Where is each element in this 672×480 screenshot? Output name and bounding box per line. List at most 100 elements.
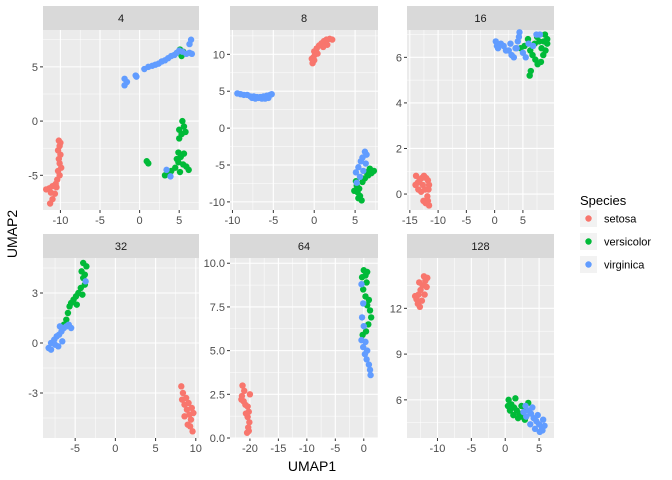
y-tick-label: 5.0 (210, 346, 225, 358)
data-point-versicolor (363, 268, 371, 276)
x-tick-label: -10 (430, 215, 446, 227)
data-point-virginica (352, 169, 360, 176)
data-point-setosa (239, 382, 246, 389)
legend-label-setosa: setosa (604, 214, 637, 226)
data-point-versicolor (173, 155, 181, 163)
data-point-virginica (167, 173, 174, 180)
data-point-versicolor (180, 123, 188, 130)
y-tick-label: 0 (219, 123, 225, 135)
data-point-versicolor (514, 414, 522, 422)
x-tick-label: -10 (52, 215, 68, 227)
x-tick-label: -5 (330, 443, 340, 455)
legend-marker-setosa (585, 215, 592, 222)
y-tick-label: -10 (209, 197, 225, 209)
facet-strip (230, 6, 378, 30)
data-point-versicolor (363, 279, 370, 286)
data-point-setosa (246, 391, 254, 398)
data-point-virginica (188, 50, 196, 58)
x-tick-label: 5 (153, 443, 159, 455)
x-tick-label: 0 (361, 443, 367, 455)
data-point-virginica (507, 40, 514, 47)
y-tick-label: 0 (32, 116, 38, 128)
data-point-virginica (360, 322, 367, 330)
x-tick-label: -5 (268, 215, 278, 227)
data-point-virginica (67, 324, 75, 332)
data-point-virginica (358, 314, 366, 321)
x-axis-title: UMAP1 (288, 458, 336, 474)
data-point-virginica (512, 45, 519, 52)
facet-panel-4: 4 -10 -5 0 5 -5 0 5 (28, 6, 200, 227)
data-point-setosa (246, 419, 253, 426)
data-point-setosa (421, 291, 428, 298)
facet-strip-label: 32 (115, 241, 127, 253)
data-point-versicolor (365, 296, 373, 304)
data-point-versicolor (73, 301, 80, 308)
data-point-versicolor (512, 395, 519, 402)
data-point-virginica (47, 346, 55, 353)
y-tick-label: 9 (396, 349, 402, 361)
x-tick-label: -10 (299, 443, 315, 455)
data-point-virginica (367, 371, 374, 379)
data-point-virginica (520, 408, 527, 416)
data-point-setosa (308, 55, 315, 62)
data-point-virginica (360, 167, 367, 175)
y-tick-label: 6 (396, 395, 402, 407)
data-point-versicolor (360, 286, 367, 293)
data-point-versicolor (179, 161, 187, 168)
y-tick-label: 2.5 (210, 389, 225, 401)
y-tick-label: 10.0 (204, 258, 225, 270)
y-tick-label: -3 (28, 388, 38, 400)
data-point-setosa (320, 43, 327, 51)
y-tick-label: 6 (396, 52, 402, 64)
y-tick-label: 0 (32, 338, 38, 350)
data-point-versicolor (64, 309, 72, 317)
data-point-virginica (353, 179, 360, 186)
data-point-setosa (181, 413, 188, 420)
data-point-virginica (536, 31, 544, 38)
data-point-versicolor (536, 38, 543, 45)
y-tick-label: -5 (215, 160, 225, 172)
x-tick-label: -10 (224, 215, 240, 227)
data-point-setosa (329, 36, 336, 43)
data-point-setosa (190, 409, 197, 417)
data-point-setosa (185, 399, 192, 407)
x-tick-label: -5 (466, 443, 476, 455)
data-point-setosa (245, 427, 252, 435)
data-point-versicolor (532, 56, 539, 63)
y-axis-title: UMAP2 (4, 210, 20, 258)
data-point-virginica (363, 356, 370, 363)
data-point-virginica (365, 361, 373, 368)
y-tick-label: 7.5 (210, 302, 225, 314)
data-point-versicolor (185, 166, 192, 174)
data-point-versicolor (161, 172, 169, 179)
data-point-virginica (51, 341, 59, 348)
data-point-versicolor (529, 51, 536, 59)
data-point-virginica (529, 42, 537, 50)
data-point-setosa (424, 274, 431, 282)
facet-strip (230, 234, 378, 258)
data-point-virginica (357, 158, 365, 165)
data-point-versicolor (351, 187, 358, 195)
data-point-versicolor (180, 150, 188, 157)
facet-strip-label: 4 (118, 13, 124, 25)
data-point-versicolor (63, 316, 70, 323)
data-point-virginica (356, 173, 364, 181)
data-point-virginica (248, 94, 256, 102)
data-point-setosa (188, 404, 195, 412)
data-point-virginica (527, 421, 534, 428)
data-point-setosa (418, 297, 426, 304)
data-point-virginica (358, 281, 365, 288)
facet-panel-16: 16 -15 -10 -5 0 5 0 2 4 6 (396, 6, 554, 227)
data-point-versicolor (510, 411, 517, 419)
y-tick-label: 5 (219, 86, 225, 98)
data-point-setosa (53, 184, 60, 191)
facet-strip (43, 6, 199, 30)
data-point-setosa (184, 421, 191, 428)
data-point-virginica (187, 36, 195, 43)
data-point-virginica (363, 347, 371, 354)
data-point-setosa (411, 292, 419, 300)
x-tick-label: -5 (70, 443, 80, 455)
data-point-virginica (505, 47, 512, 54)
data-point-virginica (529, 404, 536, 411)
x-tick-label: 0 (137, 215, 143, 227)
